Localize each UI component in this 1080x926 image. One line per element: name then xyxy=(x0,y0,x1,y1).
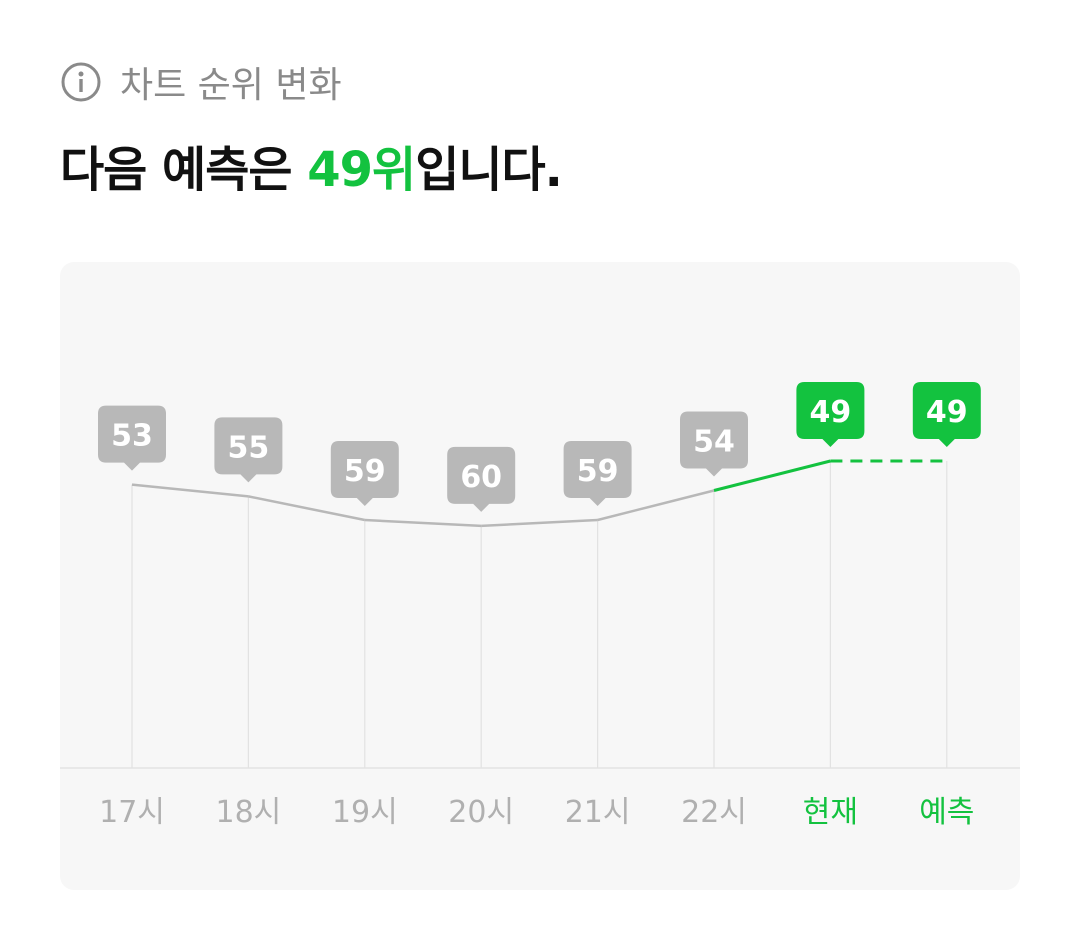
rank-bubble xyxy=(447,446,516,512)
data-label: 55 xyxy=(228,430,270,465)
rank-bubble xyxy=(912,382,981,447)
line-segment xyxy=(131,483,249,498)
rank-bubble xyxy=(98,405,166,471)
chart-section-header: 차트 순위 변화 xyxy=(60,56,342,108)
x-tick-label: 17시 xyxy=(99,795,165,830)
line-segment xyxy=(248,495,366,522)
line-segment xyxy=(597,489,715,522)
x-tick-label: 20시 xyxy=(448,795,514,830)
data-label: 53 xyxy=(111,419,153,454)
line-segment xyxy=(713,459,831,492)
x-tick-label: 21시 xyxy=(565,795,631,830)
data-label: 49 xyxy=(810,395,852,430)
headline-prefix: 다음 예측은 xyxy=(60,142,308,198)
rank-bubble xyxy=(680,411,748,477)
line-segment xyxy=(481,518,598,528)
line-segment xyxy=(364,518,482,528)
x-tick-label: 19시 xyxy=(332,795,398,830)
data-label: 54 xyxy=(693,425,735,460)
headline-suffix: 입니다. xyxy=(415,142,563,198)
rank-bubble xyxy=(330,441,399,506)
rank-bubble xyxy=(796,382,865,447)
rank-bubble xyxy=(563,441,632,506)
x-tick-label: 18시 xyxy=(216,795,282,830)
data-label: 59 xyxy=(344,454,386,489)
data-label: 49 xyxy=(926,395,968,430)
info-circle-icon[interactable] xyxy=(60,61,102,103)
headline-rank: 49위 xyxy=(307,142,416,198)
x-tick-label: 22시 xyxy=(681,795,747,830)
data-label: 60 xyxy=(460,460,502,495)
headline: 다음 예측은 49위입니다. xyxy=(60,130,563,200)
data-label: 59 xyxy=(577,454,619,489)
x-tick-label: 예측 xyxy=(919,795,974,830)
rank-bubble xyxy=(214,417,283,483)
subtitle: 차트 순위 변화 xyxy=(120,65,342,106)
x-tick-label: 현재 xyxy=(803,795,858,830)
rank-chart-card xyxy=(60,262,1020,890)
